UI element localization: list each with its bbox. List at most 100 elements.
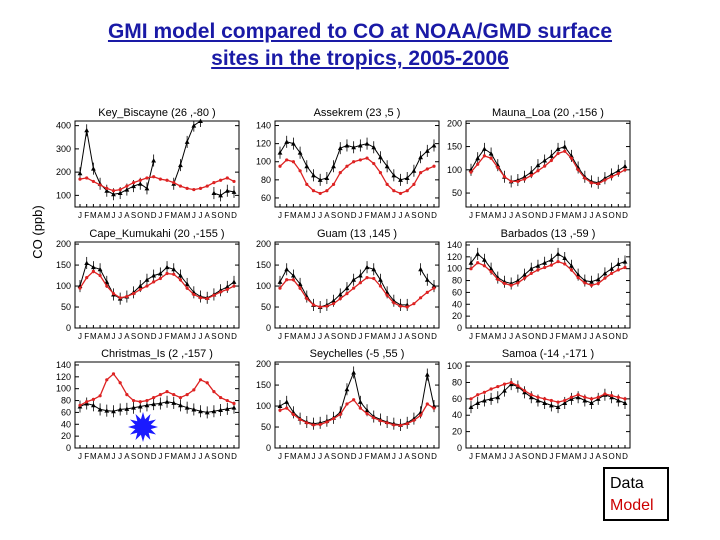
data-point [411, 168, 417, 173]
month-label: A [569, 211, 575, 220]
data-point [357, 273, 363, 278]
model-point [489, 156, 493, 160]
month-label: F [365, 452, 370, 461]
month-label: D [622, 452, 628, 461]
month-label: M [481, 452, 488, 461]
month-label: J [399, 211, 403, 220]
model-point [78, 177, 82, 181]
month-label: S [131, 332, 136, 341]
y-tick-label: 60 [261, 193, 271, 203]
data-point [418, 266, 424, 272]
model-point [378, 171, 383, 175]
month-label: F [556, 211, 561, 220]
y-tick-label: 50 [261, 302, 271, 312]
model-point [583, 395, 587, 399]
model-point [529, 173, 533, 177]
data-point [117, 407, 123, 412]
data-point [284, 266, 290, 272]
month-label: J [399, 332, 403, 341]
data-point [171, 400, 177, 405]
model-point [311, 303, 316, 307]
model-point [152, 280, 156, 284]
month-label: S [211, 452, 216, 461]
month-label: D [431, 211, 437, 220]
data-line [279, 370, 435, 426]
month-label: D [351, 452, 357, 461]
data-point [224, 406, 230, 411]
y-tick-label: 40 [452, 299, 462, 309]
model-point [298, 286, 302, 290]
data-point [562, 255, 568, 261]
month-label: J [392, 211, 396, 220]
model-point [392, 301, 396, 305]
model-point [419, 413, 423, 417]
data-point [495, 394, 501, 400]
month-label: D [231, 211, 237, 220]
data-point [398, 177, 403, 182]
y-tick-label: 60 [452, 287, 462, 297]
data-point [131, 405, 136, 410]
month-label: A [488, 332, 494, 341]
month-label: A [569, 332, 575, 341]
data-point [595, 276, 601, 282]
data-point [218, 407, 224, 413]
month-label: N [144, 332, 150, 341]
month-label: M [561, 332, 568, 341]
month-label: N [424, 211, 430, 220]
model-point [589, 181, 594, 185]
data-point [351, 144, 357, 150]
month-label: F [84, 452, 89, 461]
y-tick-label: 50 [452, 188, 462, 198]
month-label: S [331, 452, 336, 461]
model-point [152, 175, 156, 179]
data-point [615, 398, 621, 403]
month-label: F [284, 452, 289, 461]
model-point [185, 393, 189, 397]
model-point [232, 179, 236, 184]
data-point [548, 403, 554, 408]
model-point [345, 164, 349, 168]
data-point [111, 408, 116, 414]
model-point [398, 304, 403, 308]
month-label: O [608, 211, 614, 220]
month-label: A [596, 452, 602, 461]
data-point [90, 264, 96, 270]
model-point [576, 393, 580, 397]
model-point [482, 390, 486, 394]
model-point [543, 164, 547, 168]
data-point [424, 277, 430, 282]
model-point [158, 276, 162, 281]
model-point [311, 423, 316, 427]
model-point [522, 177, 527, 181]
data-point [304, 163, 310, 169]
month-label: M [481, 211, 488, 220]
model-point [482, 264, 486, 268]
month-label: S [211, 332, 216, 341]
model-point [352, 160, 356, 164]
model-point [225, 176, 229, 180]
data-point [277, 150, 283, 155]
month-label: O [528, 332, 534, 341]
month-label: J [509, 211, 513, 220]
month-label: D [231, 452, 237, 461]
month-label: S [131, 211, 136, 220]
model-point [125, 294, 129, 299]
model-point [118, 296, 122, 300]
model-point [165, 390, 169, 394]
month-label: J [549, 332, 553, 341]
data-point [542, 260, 548, 265]
model-point [596, 395, 600, 399]
month-label: A [596, 211, 602, 220]
data-point [615, 168, 621, 173]
panel-title: Mauna_Loa (20 ,-156 ) [492, 107, 604, 119]
panel-title: Samoa (-14 ,-171 ) [502, 348, 594, 360]
month-label: N [424, 332, 430, 341]
model-point [325, 189, 329, 193]
model-point [549, 263, 553, 267]
data-point [357, 143, 363, 148]
month-label: A [405, 452, 411, 461]
month-label: D [542, 452, 548, 461]
panel-title: Barbados (13 ,-59 ) [501, 228, 596, 240]
month-label: D [151, 452, 157, 461]
